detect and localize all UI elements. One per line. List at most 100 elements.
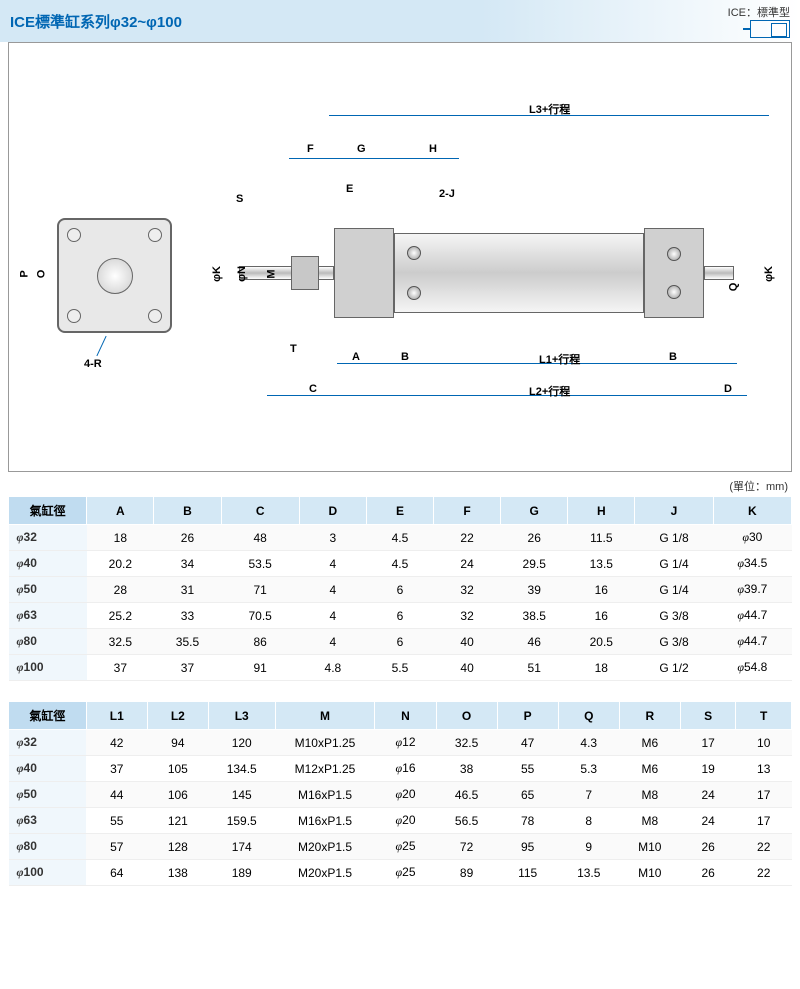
col-header: P (497, 702, 558, 730)
table-cell: 4 (299, 551, 366, 577)
table-row: φ8032.535.58646404620.5G 3/8φ44.7 (9, 629, 792, 655)
table-cell: 25.2 (87, 603, 154, 629)
col-header: B (154, 497, 221, 525)
technical-diagram: L3+行程 F G H S E 2-J P O 4-R φK φN M (8, 42, 792, 472)
table-cell: 33 (154, 603, 221, 629)
table-cell: M6 (619, 730, 680, 756)
table-cell: M6 (619, 756, 680, 782)
col-header: C (221, 497, 299, 525)
table-cell: φ50 (9, 577, 87, 603)
table-cell: 16 (568, 603, 635, 629)
col-header: D (299, 497, 366, 525)
table-cell: 20.5 (568, 629, 635, 655)
table-cell: 37 (154, 655, 221, 681)
table-cell: 26 (501, 525, 568, 551)
table-row: φ1003737914.85.5405118G 1/2φ54.8 (9, 655, 792, 681)
col-header: G (501, 497, 568, 525)
table-cell: 72 (436, 834, 497, 860)
table-cell: φ12 (375, 730, 436, 756)
dim-phiK-left: φK (211, 266, 223, 282)
front-end-cap (334, 228, 394, 318)
table-cell: M20xP1.5 (275, 834, 375, 860)
table-cell: 38.5 (501, 603, 568, 629)
table-cell: φ25 (375, 860, 436, 886)
table-cell: 6 (366, 577, 433, 603)
table-cell: φ80 (9, 629, 87, 655)
table-cell: 32.5 (436, 730, 497, 756)
table-cell: 32 (434, 603, 501, 629)
table-cell: M10 (619, 834, 680, 860)
cylinder-body (394, 233, 644, 313)
col-header: K (713, 497, 791, 525)
dimension-table-1: 氣缸徑ABCDEFGHJK φ3218264834.5222611.5G 1/8… (8, 496, 792, 681)
rear-stud (704, 266, 734, 280)
table-cell: 26 (154, 525, 221, 551)
table-cell: 17 (680, 730, 736, 756)
table-cell: 22 (736, 834, 792, 860)
table-cell: 4.8 (299, 655, 366, 681)
table-cell: 39 (501, 577, 568, 603)
col-header: N (375, 702, 436, 730)
bolt-hole (148, 309, 162, 323)
dim-phiN: φN (236, 266, 248, 282)
rear-end-cap (644, 228, 704, 318)
table-row: φ6355121159.5M16xP1.5φ2056.5788M82417 (9, 808, 792, 834)
table-row: φ5028317146323916G 1/4φ39.7 (9, 577, 792, 603)
flange-front-view (57, 218, 172, 333)
table-cell: φ32 (9, 730, 87, 756)
table-cell: 70.5 (221, 603, 299, 629)
table-cell: φ34.5 (713, 551, 791, 577)
table-cell: 57 (86, 834, 147, 860)
bolt-hole (148, 228, 162, 242)
bolt-hole (67, 309, 81, 323)
table-row: φ8057128174M20xP1.5φ2572959M102622 (9, 834, 792, 860)
table-cell: G 3/8 (635, 629, 713, 655)
table-cell: 4 (299, 603, 366, 629)
table-cell: 28 (87, 577, 154, 603)
table-cell: φ32 (9, 525, 87, 551)
table-cell: 29.5 (501, 551, 568, 577)
table-cell: 20.2 (87, 551, 154, 577)
dim-P: P (19, 270, 31, 277)
table-cell: φ16 (375, 756, 436, 782)
dim-line (329, 115, 769, 116)
table-cell: 4 (299, 629, 366, 655)
col-header: A (87, 497, 154, 525)
bolt-hole (67, 228, 81, 242)
table-cell: φ25 (375, 834, 436, 860)
table-cell: φ54.8 (713, 655, 791, 681)
dim-G: G (357, 143, 366, 155)
table-cell: 37 (86, 756, 147, 782)
table-cell: 47 (497, 730, 558, 756)
table-cell: 13.5 (568, 551, 635, 577)
dim-line (289, 158, 459, 159)
table-cell: G 1/4 (635, 577, 713, 603)
col-header: H (568, 497, 635, 525)
dim-phiK-right: φK (763, 266, 775, 282)
table-cell: 189 (208, 860, 275, 886)
table-cell: 56.5 (436, 808, 497, 834)
table-cell: 138 (147, 860, 208, 886)
table-cell: 3 (299, 525, 366, 551)
col-header: J (635, 497, 713, 525)
table-cell: 10 (736, 730, 792, 756)
table-cell: 145 (208, 782, 275, 808)
table-cell: 48 (221, 525, 299, 551)
dim-Q: Q (727, 283, 739, 292)
table-row: φ10064138189M20xP1.5φ258911513.5M102622 (9, 860, 792, 886)
table-cell: φ20 (375, 782, 436, 808)
dim-C: C (309, 383, 317, 395)
table-cell: 22 (434, 525, 501, 551)
table-cell: 24 (680, 782, 736, 808)
legend: ICE：標準型 (728, 4, 790, 38)
table-cell: 32 (434, 577, 501, 603)
table-row: φ324294120M10xP1.25φ1232.5474.3M61710 (9, 730, 792, 756)
table-cell: 55 (497, 756, 558, 782)
table-cell: M10xP1.25 (275, 730, 375, 756)
table-cell: 4.5 (366, 551, 433, 577)
table-cell: 78 (497, 808, 558, 834)
dim-A: A (352, 351, 360, 363)
table-cell: 105 (147, 756, 208, 782)
dimension-table-2: 氣缸徑L1L2L3MNOPQRST φ324294120M10xP1.25φ12… (8, 701, 792, 886)
dim-M: M (266, 269, 278, 278)
